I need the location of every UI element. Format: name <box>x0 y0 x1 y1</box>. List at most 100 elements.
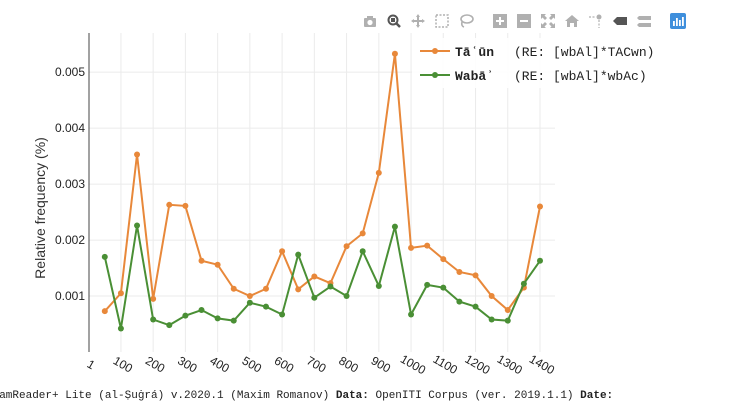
series-1 <box>101 50 543 315</box>
data-point[interactable] <box>150 316 157 323</box>
zoom-icon[interactable] <box>384 11 404 31</box>
data-point[interactable] <box>440 256 447 263</box>
pan-icon[interactable] <box>408 11 428 31</box>
x-tick-label: 1100 <box>431 352 461 377</box>
data-point[interactable] <box>311 294 318 301</box>
data-point[interactable] <box>408 311 415 318</box>
legend-series-name: Tāʿūn <box>455 45 494 60</box>
hover-closest-icon[interactable] <box>610 11 630 31</box>
data-point[interactable] <box>166 322 173 329</box>
data-point[interactable] <box>440 284 447 291</box>
x-tick-label: 700 <box>304 353 329 375</box>
legend[interactable]: Tāʿūn (RE: [wbAl]*TACwn) Wabāʾ (RE: [wbAl]*… <box>412 38 697 88</box>
data-point[interactable] <box>375 169 382 176</box>
data-point[interactable] <box>504 317 511 324</box>
data-point[interactable] <box>198 257 205 264</box>
data-point[interactable] <box>343 243 350 250</box>
data-point[interactable] <box>134 222 141 229</box>
legend-swatch-marker <box>432 48 438 54</box>
x-tick-label: 600 <box>272 353 297 375</box>
series-group <box>101 50 543 332</box>
data-point[interactable] <box>117 325 124 332</box>
box-select-icon[interactable] <box>432 11 452 31</box>
data-point[interactable] <box>520 280 527 287</box>
x-tick-label: 400 <box>207 353 232 375</box>
data-point[interactable] <box>391 50 398 57</box>
legend-background <box>412 38 697 88</box>
data-point[interactable] <box>279 248 286 255</box>
y-tick-label: 0.004 <box>55 121 85 135</box>
data-point[interactable] <box>311 273 318 280</box>
autoscale-icon[interactable] <box>538 11 558 31</box>
x-tick-label: 1300 <box>495 352 525 378</box>
legend-series-pattern: (RE: [wbAl]*TACwn) <box>514 45 654 60</box>
y-tick-label: 0.002 <box>55 233 85 247</box>
data-point[interactable] <box>150 295 157 302</box>
data-point[interactable] <box>424 242 431 249</box>
data-point[interactable] <box>262 285 269 292</box>
data-point[interactable] <box>101 253 108 260</box>
data-point[interactable] <box>117 290 124 297</box>
data-point[interactable] <box>230 317 237 324</box>
footer-date-label: Date: <box>580 390 614 402</box>
legend-item[interactable]: Tāʿūn (RE: [wbAl]*TACwn) <box>420 45 654 60</box>
data-point[interactable] <box>279 311 286 318</box>
footer-app-credit: gramReader+ Lite (al-Ṣuġrá) v.2020.1 (Ma… <box>0 390 330 402</box>
data-point[interactable] <box>182 312 189 319</box>
x-tick-label: 200 <box>143 353 168 375</box>
series-2 <box>101 222 543 332</box>
data-point[interactable] <box>343 293 350 300</box>
data-point[interactable] <box>424 281 431 288</box>
hover-compare-icon[interactable] <box>634 11 654 31</box>
zoom-in-icon[interactable] <box>490 11 510 31</box>
data-point[interactable] <box>456 298 463 305</box>
data-point[interactable] <box>456 268 463 275</box>
data-point[interactable] <box>246 293 253 300</box>
data-point[interactable] <box>359 248 366 255</box>
plotly-logo-icon[interactable] <box>668 11 688 31</box>
y-axis-label: Relative frequency (%) <box>32 137 48 279</box>
footer: gramReader+ Lite (al-Ṣuġrá) v.2020.1 (Ma… <box>0 388 730 406</box>
data-point[interactable] <box>295 251 302 258</box>
x-tick-label: 1400 <box>527 352 557 378</box>
data-point[interactable] <box>101 308 108 315</box>
data-point[interactable] <box>537 257 543 264</box>
spike-lines-icon[interactable] <box>586 11 606 31</box>
lasso-select-icon[interactable] <box>456 11 476 31</box>
data-point[interactable] <box>198 307 205 314</box>
data-point[interactable] <box>488 316 495 323</box>
data-point[interactable] <box>504 307 511 314</box>
data-point[interactable] <box>230 285 237 292</box>
home-icon[interactable] <box>562 11 582 31</box>
x-tick-label: 100 <box>111 353 136 375</box>
data-point[interactable] <box>246 299 253 306</box>
data-point[interactable] <box>391 223 398 230</box>
camera-icon[interactable] <box>360 11 380 31</box>
data-point[interactable] <box>327 283 334 290</box>
data-point[interactable] <box>537 203 543 210</box>
grid-lines <box>88 33 555 352</box>
footer-data-label: Data: <box>335 390 369 402</box>
x-tick-label: 1 <box>85 357 98 373</box>
y-tick-labels: 0.001 0.002 0.003 0.004 0.005 <box>55 65 85 303</box>
data-point[interactable] <box>359 230 366 237</box>
data-point[interactable] <box>295 286 302 293</box>
data-point[interactable] <box>472 303 479 310</box>
zoom-out-icon[interactable] <box>514 11 534 31</box>
data-point[interactable] <box>262 303 269 310</box>
legend-swatch-marker <box>432 72 438 78</box>
data-point[interactable] <box>182 202 189 209</box>
data-point[interactable] <box>214 261 221 268</box>
data-point[interactable] <box>472 272 479 279</box>
legend-item[interactable]: Wabāʾ (RE: [wbAl]*wbAc) <box>420 69 647 84</box>
x-tick-label: 300 <box>175 353 200 375</box>
data-point[interactable] <box>134 151 141 158</box>
x-tick-labels: 1 100 200 300 400 500 600 700 800 900 1000 1100 1200… <box>85 352 558 378</box>
footer-data-value: OpenITI Corpus (ver. 2019.1.1) <box>375 390 574 402</box>
data-point[interactable] <box>375 282 382 289</box>
data-point[interactable] <box>408 244 415 251</box>
data-point[interactable] <box>214 315 221 322</box>
data-point[interactable] <box>166 201 173 208</box>
data-point[interactable] <box>488 293 495 300</box>
series-line <box>103 225 541 329</box>
